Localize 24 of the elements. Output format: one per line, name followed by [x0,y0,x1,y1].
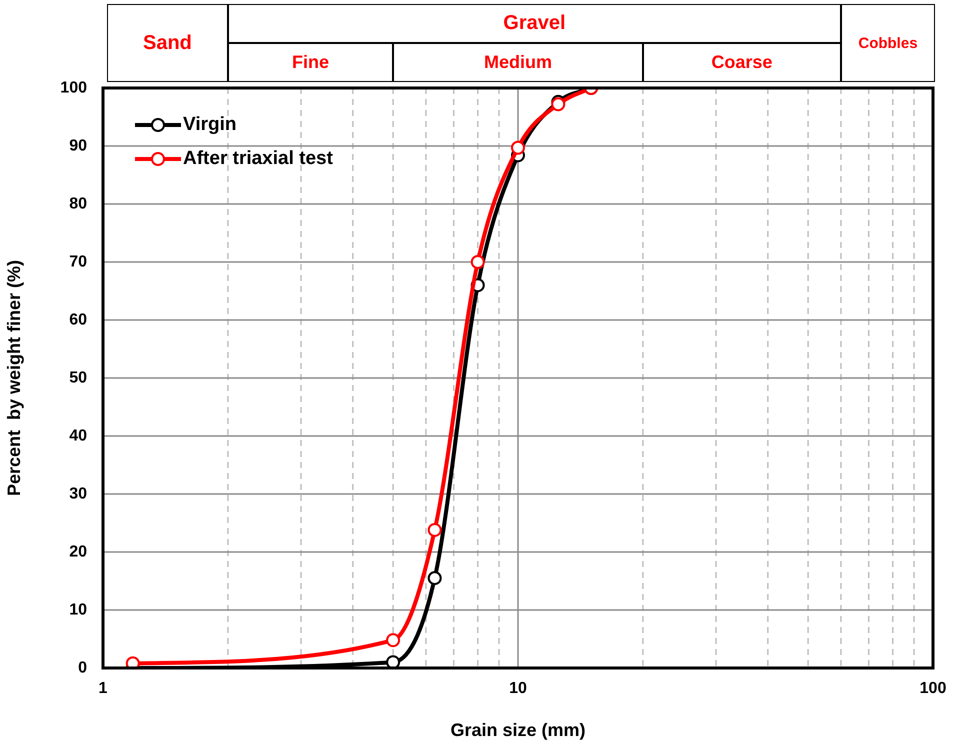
y-tick-label: 100 [60,79,88,96]
text: Fine [292,52,329,73]
legend-label: After triaxial test [183,148,333,170]
x-tick-label: 1 [98,680,108,698]
text: Cobbles [858,34,918,52]
y-tick-label: 50 [69,369,88,386]
y-tick-label: 80 [69,195,88,212]
text: Medium [484,52,552,73]
y-tick-label: 20 [69,543,88,560]
text: Sand [143,32,192,54]
text: Coarse [711,52,772,73]
y-tick-label: 30 [69,485,88,502]
y-tick-label: 10 [69,601,88,618]
y-tick-label: 0 [78,659,88,676]
y-tick-label: 60 [69,311,88,328]
legend-label: Virgin [183,114,236,136]
text: Gravel [503,12,566,35]
x-axis-title: Grain size (mm) [450,720,586,740]
y-tick-label: 90 [69,137,88,154]
y-tick-label: 40 [69,427,88,444]
y-tick-label: 70 [69,253,88,270]
y-axis-title: Percent by weight finer (%) [4,260,24,496]
x-tick-label: 100 [920,680,946,698]
x-tick-label: 10 [509,680,527,698]
